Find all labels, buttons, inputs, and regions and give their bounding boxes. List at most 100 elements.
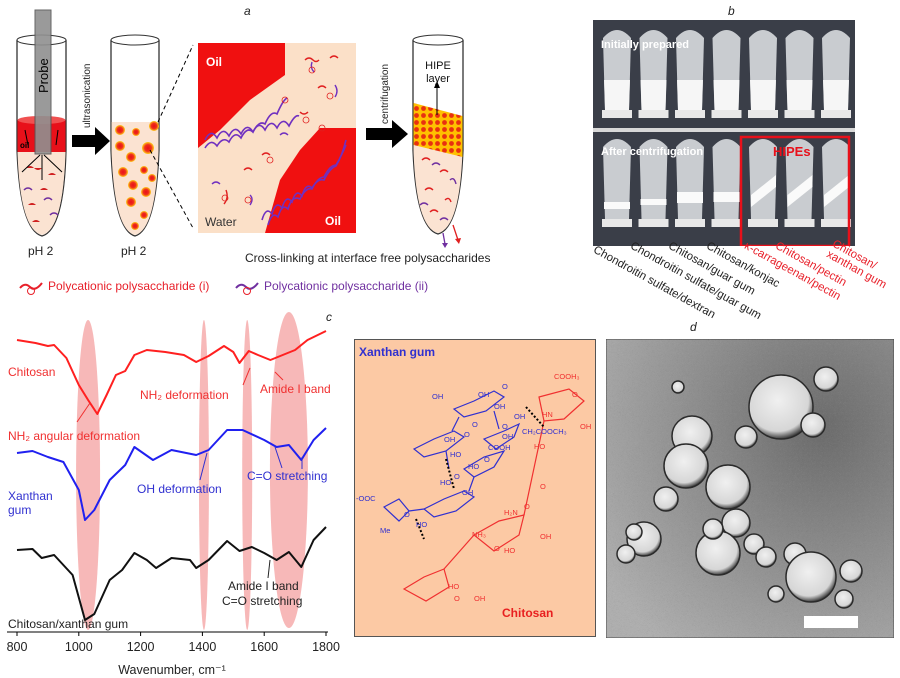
droplet (625, 523, 643, 541)
vial (675, 30, 705, 118)
droplet (705, 464, 751, 510)
xanthan-group-label: O (484, 455, 490, 464)
series-line-chitosan (16, 330, 327, 415)
vial (638, 139, 669, 227)
xanthan-group-label: Me (380, 526, 390, 535)
xanthan-group-label: OH (432, 392, 443, 401)
initially-prepared-label: Initially prepared (601, 39, 689, 51)
xanthan-group-label: O (404, 510, 410, 519)
tube-hipe (412, 34, 464, 248)
chitosan-group-label: HO (448, 582, 459, 591)
annotation-co-blue: C=O stretching (247, 469, 327, 483)
xanthan-group-label: O (502, 382, 508, 391)
droplet (755, 546, 777, 568)
chitosan-group-label: O (524, 502, 530, 511)
panel-a-caption: Cross-linking at interface free polysacc… (245, 251, 490, 265)
droplet (785, 551, 837, 603)
hipes-label: HIPEs (773, 144, 811, 159)
droplet (734, 425, 758, 449)
legend-label-i: Polycationic polysaccharide (i) (48, 279, 209, 293)
xanthan-group-label: OH (514, 412, 525, 421)
highlight-band (242, 320, 253, 630)
xanthan-group-label: CH₂COOCH₃ (522, 427, 567, 436)
hipe-label-1: HIPE (425, 60, 451, 72)
droplet (616, 544, 636, 564)
vial (711, 139, 742, 227)
chitosan-group-label: OH (540, 532, 551, 541)
oil-top-label: Oil (206, 55, 222, 69)
xanthan-structure (382, 390, 521, 522)
vials-photo: Initially prepared After centrifugation … (593, 20, 855, 246)
chitosan-group-label: OH (474, 594, 485, 603)
xanthan-group-label: HO (450, 450, 461, 459)
vial (821, 139, 851, 227)
interface-diagram (198, 43, 356, 233)
chitosan-group-label: COOH₃ (554, 372, 580, 381)
x-tick-label: 1200 (127, 640, 155, 654)
ftir-chart: 800 1000 1200 1400 1600 1800 Wavenumber, cm⁻¹… (7, 312, 340, 677)
xanthan-group-label: HO (416, 520, 427, 529)
droplet (800, 412, 826, 438)
xanthan-group-label: O (464, 430, 470, 439)
probe-label: Probe (36, 58, 51, 93)
droplet (813, 366, 839, 392)
vial (784, 139, 815, 227)
droplet (748, 374, 814, 440)
vial (711, 30, 742, 118)
polysaccharide-i-icon (19, 282, 43, 290)
chitosan-group-label: H₂N (504, 508, 518, 517)
vial (748, 30, 778, 118)
chitosan-group-label: O (540, 482, 546, 491)
label-chitosan: Chitosan (8, 365, 55, 379)
highlight-band (76, 320, 101, 630)
vial (602, 30, 632, 118)
xanthan-gum-title: Xanthan gum (359, 345, 435, 359)
xanthan-group-label: OH (444, 435, 455, 444)
chitosan-structure (402, 388, 585, 602)
chitosan-group-label: O (572, 390, 578, 399)
probe-icon (34, 9, 52, 155)
polysaccharide-ii-icon (235, 282, 259, 290)
droplet (839, 559, 863, 583)
xanthan-group-label: COOH (488, 443, 511, 452)
droplet (834, 589, 854, 609)
xanthan-group-label: OH (502, 432, 513, 441)
chitosan-group-label: HO (534, 442, 545, 451)
chitosan-group-label: HN (542, 410, 553, 419)
vial (821, 30, 851, 118)
xanthan-group-label: O (502, 422, 508, 431)
ph-label-right: pH 2 (121, 244, 147, 258)
chitosan-group-label: NH₃ (472, 530, 486, 539)
xanthan-group-label: HO (440, 478, 451, 487)
arrow-icon (366, 120, 408, 148)
highlight-band (198, 320, 209, 630)
ph-label-left: pH 2 (28, 244, 54, 258)
panel-c-label: c (326, 310, 332, 324)
x-axis-label: Wavenumber, cm⁻¹ (118, 663, 226, 677)
chitosan-group-label: O (494, 544, 500, 553)
xanthan-group-label: OH (478, 390, 489, 399)
oil-bottom-label: Oil (325, 214, 341, 228)
x-tick-label: 1600 (250, 640, 278, 654)
after-centrifugation-label: After centrifugation (601, 146, 703, 158)
annotation-oh-deformation: OH deformation (137, 482, 222, 496)
tem-micrograph (606, 339, 894, 638)
hipe-label-2: layer (426, 73, 450, 85)
x-tick-label: 800 (7, 640, 28, 654)
annotation-amide-black: Amide I band (228, 579, 299, 593)
xanthan-group-label: O (472, 420, 478, 429)
highlight-band (269, 312, 308, 628)
scale-bar (804, 616, 858, 628)
x-tick-label: 1800 (312, 640, 340, 654)
vial (748, 139, 778, 227)
xanthan-group-label: OH (462, 488, 473, 497)
chitosan-title: Chitosan (502, 606, 553, 620)
annotation-amide-red: Amide I band (260, 382, 331, 396)
droplet (721, 508, 751, 538)
annotation-nh2-angular: NH₂ angular deformation (8, 429, 140, 443)
vial (602, 139, 632, 227)
chitosan-group-label: HO (504, 546, 515, 555)
series-line-xanthan-gum (16, 427, 327, 521)
vial (675, 139, 705, 227)
label-xanthan-2: gum (8, 503, 31, 517)
